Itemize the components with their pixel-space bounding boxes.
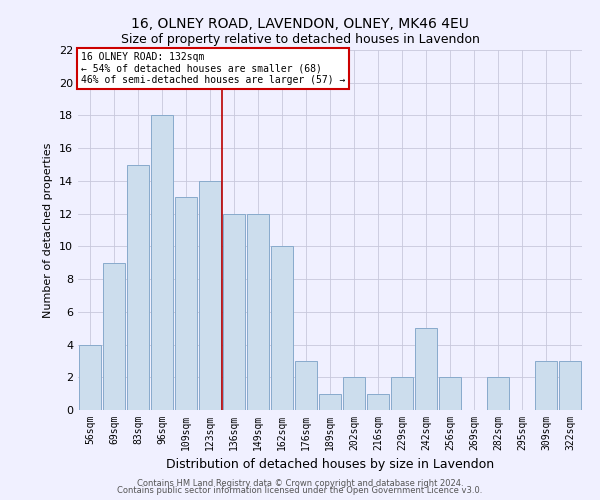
Bar <box>391 378 413 410</box>
Bar <box>271 246 293 410</box>
Text: 16, OLNEY ROAD, LAVENDON, OLNEY, MK46 4EU: 16, OLNEY ROAD, LAVENDON, OLNEY, MK46 4E… <box>131 18 469 32</box>
Bar <box>199 181 221 410</box>
Text: Size of property relative to detached houses in Lavendon: Size of property relative to detached ho… <box>121 32 479 46</box>
Text: Contains public sector information licensed under the Open Government Licence v3: Contains public sector information licen… <box>118 486 482 495</box>
Y-axis label: Number of detached properties: Number of detached properties <box>43 142 53 318</box>
Bar <box>319 394 341 410</box>
Bar <box>103 262 125 410</box>
Bar <box>247 214 269 410</box>
Bar <box>223 214 245 410</box>
Bar <box>487 378 509 410</box>
Bar <box>559 361 581 410</box>
Bar <box>535 361 557 410</box>
Bar <box>415 328 437 410</box>
Bar <box>367 394 389 410</box>
Bar <box>151 116 173 410</box>
X-axis label: Distribution of detached houses by size in Lavendon: Distribution of detached houses by size … <box>166 458 494 471</box>
Text: 16 OLNEY ROAD: 132sqm
← 54% of detached houses are smaller (68)
46% of semi-deta: 16 OLNEY ROAD: 132sqm ← 54% of detached … <box>80 52 345 85</box>
Text: Contains HM Land Registry data © Crown copyright and database right 2024.: Contains HM Land Registry data © Crown c… <box>137 478 463 488</box>
Bar <box>175 198 197 410</box>
Bar <box>295 361 317 410</box>
Bar <box>79 344 101 410</box>
Bar <box>127 164 149 410</box>
Bar <box>343 378 365 410</box>
Bar <box>439 378 461 410</box>
